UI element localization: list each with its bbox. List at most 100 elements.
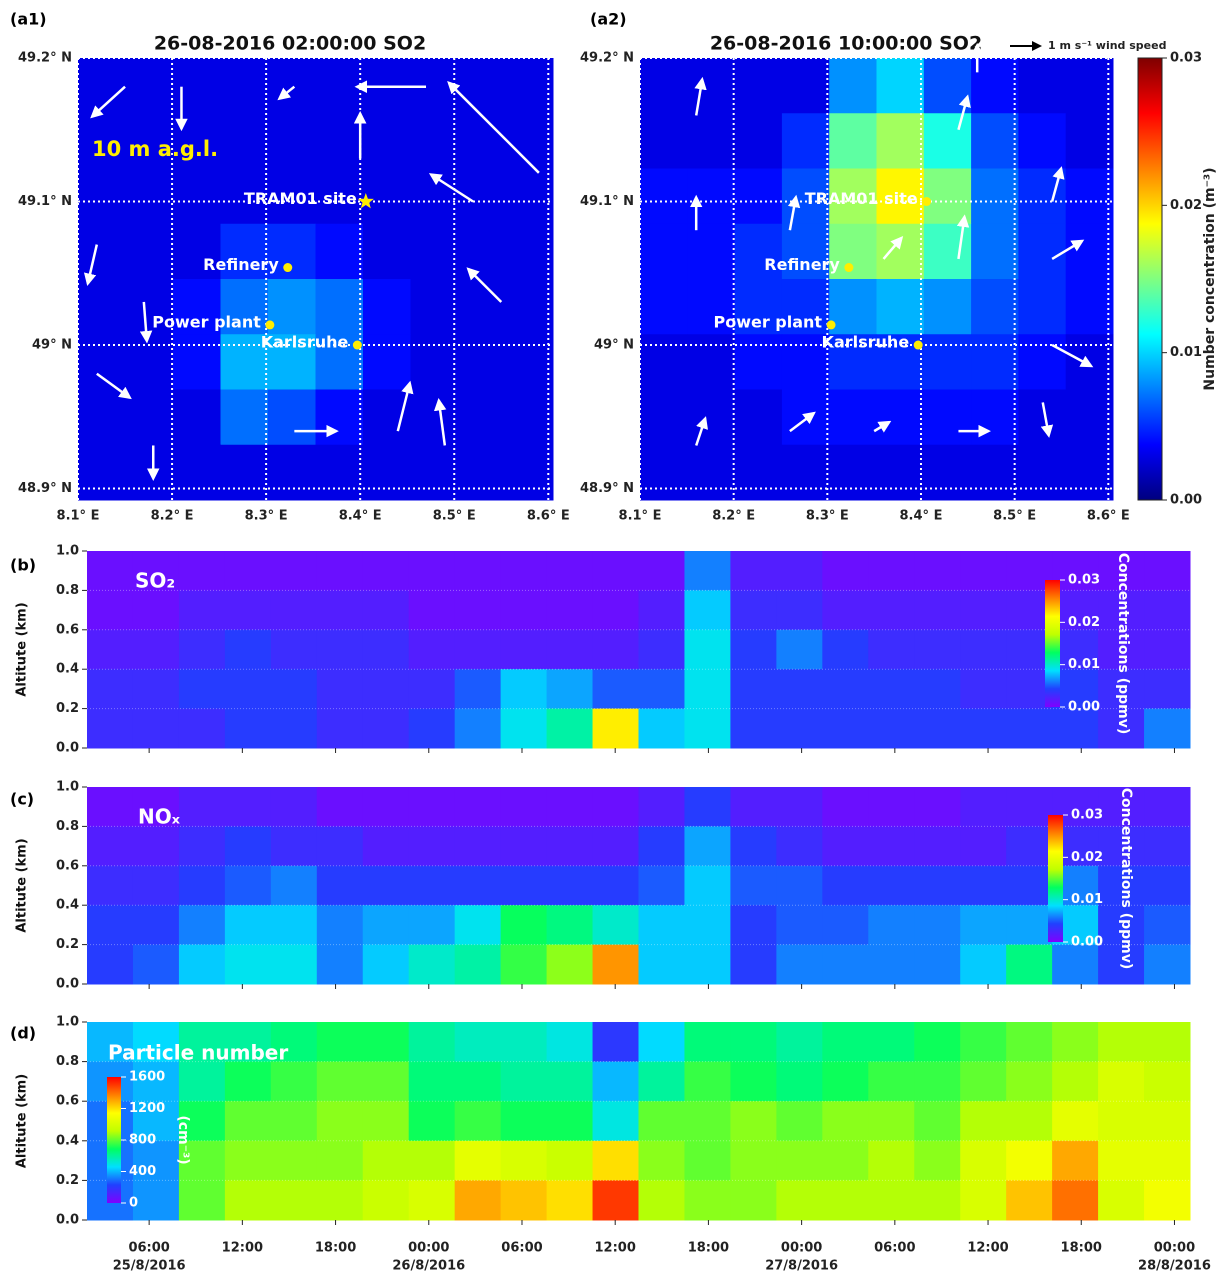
heat-cell (270, 629, 318, 670)
colorbar-tick-label: 400 (129, 1164, 156, 1179)
y-tick-label: 0.8 (56, 819, 79, 834)
heat-cell (132, 865, 180, 906)
heat-cell (410, 389, 459, 446)
heat-cell (454, 1061, 502, 1102)
heat-cell (500, 865, 548, 906)
heat-cell (1144, 590, 1191, 631)
heat-cell (362, 708, 410, 749)
heat-cell (1098, 708, 1145, 749)
heat-cell (1006, 629, 1053, 670)
heat-cell (776, 1140, 823, 1181)
heat-cell (822, 669, 869, 710)
x-tick-label: 12:00 (967, 1241, 1008, 1256)
heat-cell (132, 1061, 180, 1102)
heat-cell (363, 223, 411, 280)
heat-cell (876, 223, 925, 280)
heat-cell (640, 444, 688, 501)
heat-cell (505, 223, 554, 280)
heat-cell (868, 551, 915, 591)
heat-cell (876, 58, 925, 114)
heat-cell (316, 629, 364, 670)
heat-cell (914, 905, 961, 946)
heat-cell (546, 905, 594, 946)
heat-cell (638, 905, 685, 946)
heat-cell (1098, 551, 1145, 591)
colorbar-tick-label: 0.02 (1170, 198, 1202, 213)
heat-cell (505, 58, 554, 114)
heat-cell (1098, 1180, 1145, 1221)
heat-cell (125, 389, 174, 446)
wind-arrow (83, 244, 99, 286)
heat-cell (776, 1061, 823, 1102)
heat-cell (87, 1022, 134, 1063)
heat-cell (592, 865, 639, 906)
heat-cell (546, 944, 594, 985)
heat-cell (132, 669, 180, 710)
heat-cell (178, 590, 226, 631)
heat-cell (1144, 826, 1191, 867)
heat-cell (868, 865, 915, 906)
y-tick-label: 49.1° N (18, 194, 72, 209)
colorbar-label: Concentrations (ppmv) (1118, 788, 1134, 970)
heat-cell (730, 1140, 777, 1181)
y-tick-label: 0.2 (56, 701, 79, 716)
heat-cell (822, 826, 869, 867)
heat-cell (734, 223, 783, 280)
heat-cell (178, 905, 226, 946)
heat-cell (454, 944, 502, 985)
heat-cell (408, 1140, 456, 1181)
heat-cell (868, 944, 915, 985)
heat-cell (776, 669, 823, 710)
heat-cell (923, 389, 972, 446)
x-tick-label: 8.3° E (806, 509, 849, 524)
heat-cell (178, 669, 226, 710)
heat-cell (178, 1101, 226, 1142)
colorbar-tick-label: 0.01 (1170, 345, 1202, 360)
heat-cell (776, 865, 823, 906)
y-tick-label: 49° N (32, 338, 72, 353)
heat-cell (640, 168, 688, 225)
heat-cell (500, 1140, 548, 1181)
heat-cell (822, 551, 869, 591)
heat-cell (316, 1140, 364, 1181)
heat-cell (408, 629, 456, 670)
heat-cell (87, 669, 134, 710)
heat-cell (1065, 223, 1114, 280)
heat-cell (914, 1101, 961, 1142)
heat-cell (960, 629, 1007, 670)
y-tick-label: 0.4 (56, 898, 79, 913)
heat-cell (1006, 1101, 1053, 1142)
panel-label: (d) (10, 1024, 36, 1043)
wind-arrow (433, 397, 447, 446)
heat-cell (78, 168, 126, 225)
colorbar (107, 1077, 121, 1203)
heat-cell (592, 787, 639, 827)
heat-cell (220, 389, 269, 446)
site-label: Refinery (203, 255, 279, 274)
wind-arrow (956, 214, 970, 260)
panel-label: (a2) (590, 10, 627, 29)
heat-cell (781, 279, 830, 335)
heat-cell (458, 444, 506, 501)
heat-cell (1098, 1061, 1145, 1102)
heat-cell (316, 944, 364, 985)
heat-cell (173, 279, 221, 335)
y-tick-label: 49.2° N (18, 51, 72, 66)
heat-cell (971, 389, 1019, 446)
heat-cell (220, 168, 269, 225)
heat-cell (684, 1022, 731, 1063)
heat-cell (730, 1061, 777, 1102)
heat-cell (684, 944, 731, 985)
x-tick-label: 12:00 (222, 1241, 263, 1256)
heat-cell (458, 389, 506, 446)
heat-cell (730, 1101, 777, 1142)
heat-cell (268, 444, 316, 501)
heat-cell (822, 1022, 869, 1063)
heat-cell (78, 389, 126, 446)
heat-cell (454, 1101, 502, 1142)
heatmap (87, 1022, 1191, 1221)
heat-cell (1098, 1022, 1145, 1063)
y-tick-label: 0.2 (56, 1173, 79, 1188)
heat-cell (362, 590, 410, 631)
